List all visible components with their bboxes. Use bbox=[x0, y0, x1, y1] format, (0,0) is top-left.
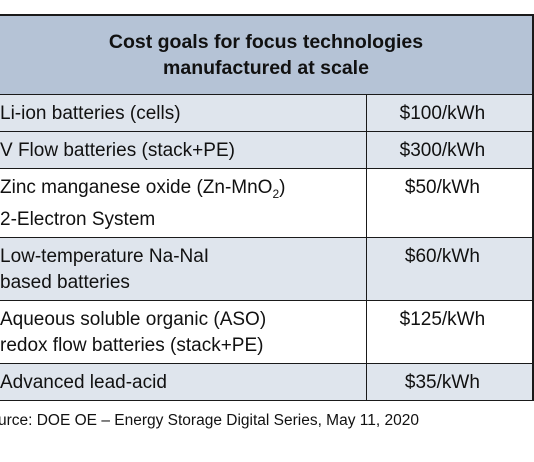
cost-cell: $50/kWh bbox=[365, 168, 532, 238]
technology-name: Aqueous soluble organic (ASO) bbox=[0, 308, 267, 330]
table-title: Cost goals for focus technologies manufa… bbox=[0, 16, 532, 95]
technology-name-line-2: redox flow batteries (stack+PE) bbox=[0, 334, 264, 356]
subscript: 2 bbox=[272, 186, 280, 201]
technology-cell: Zinc manganese oxide (Zn-MnO2) 2-Electro… bbox=[0, 168, 367, 238]
technology-cell: Li-ion batteries (cells) bbox=[0, 94, 367, 132]
technology-name: V Flow batteries (stack+PE) bbox=[0, 140, 235, 161]
table-title-line-1: Cost goals for focus technologies bbox=[108, 31, 424, 53]
table-row: Aqueous soluble organic (ASO) redox flow… bbox=[0, 300, 532, 364]
table-row: Advanced lead-acid $35/kWh bbox=[0, 363, 532, 401]
cost-cell: $125/kWh bbox=[365, 300, 532, 364]
technology-name-line-2: 2-Electron System bbox=[0, 208, 156, 230]
technology-name: Li-ion batteries (cells) bbox=[0, 103, 181, 124]
technology-cell: Advanced lead-acid bbox=[0, 363, 367, 401]
top-margin bbox=[0, 0, 534, 14]
technology-name: Zinc manganese oxide (Zn-MnO bbox=[0, 177, 273, 198]
table-header-row: Cost goals for focus technologies manufa… bbox=[0, 16, 532, 95]
table-row: Li-ion batteries (cells) $100/kWh bbox=[0, 94, 532, 132]
technology-cell: Aqueous soluble organic (ASO) redox flow… bbox=[0, 300, 367, 364]
technology-name-line-2: based batteries bbox=[0, 271, 130, 293]
table-row: V Flow batteries (stack+PE) $300/kWh bbox=[0, 131, 532, 169]
table-row: Low-temperature Na-NaI based batteries $… bbox=[0, 237, 532, 301]
cost-goals-table: Cost goals for focus technologies manufa… bbox=[0, 16, 532, 401]
technology-name: Advanced lead-acid bbox=[0, 371, 167, 393]
cost-cell: $35/kWh bbox=[365, 363, 532, 401]
cost-cell: $300/kWh bbox=[365, 131, 532, 169]
table-row: Zinc manganese oxide (Zn-MnO2) 2-Electro… bbox=[0, 168, 532, 238]
technology-name-end: ) bbox=[279, 177, 286, 198]
cost-goals-table-frame: Cost goals for focus technologies manufa… bbox=[0, 14, 534, 401]
table-title-line-2: manufactured at scale bbox=[163, 57, 369, 79]
source-text: Source: DOE OE – Energy Storage Digital … bbox=[0, 412, 419, 429]
cost-cell: $100/kWh bbox=[365, 94, 532, 132]
cost-cell: $60/kWh bbox=[365, 237, 532, 301]
technology-name: Low-temperature Na-NaI bbox=[0, 245, 210, 267]
technology-cell: Low-temperature Na-NaI based batteries bbox=[0, 237, 367, 301]
technology-cell: V Flow batteries (stack+PE) bbox=[0, 131, 367, 169]
